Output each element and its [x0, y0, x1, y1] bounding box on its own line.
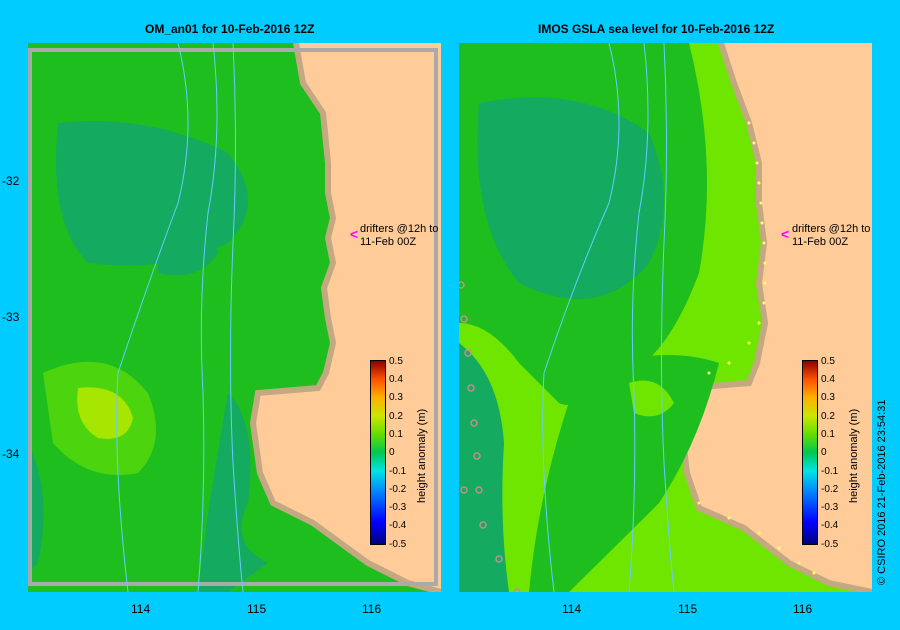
y-tick-label: -33 [2, 310, 20, 324]
colorbar-label: 0.4 [389, 374, 403, 385]
y-tick-label: -32 [2, 174, 20, 188]
x-tick-label: 115 [247, 602, 267, 616]
colorbar-label: -0.4 [389, 520, 407, 531]
x-tick-label: 116 [793, 602, 813, 616]
drifter-annotation-line1: drifters @12h to [360, 223, 439, 235]
colorbar [370, 360, 386, 545]
colorbar-label: 0.2 [821, 411, 835, 422]
credit-text: © CSIRO 2016 21-Feb-2016 23:54:31 [876, 399, 888, 585]
colorbar-label: -0.3 [389, 502, 407, 513]
colorbar-title: height anomaly (m) [416, 408, 428, 503]
drifter-arrow-icon: < [350, 226, 359, 242]
colorbar-label: 0.5 [821, 356, 835, 367]
colorbar-title: height anomaly (m) [848, 408, 860, 503]
x-tick-label: 116 [362, 602, 382, 616]
colorbar-label: -0.2 [821, 484, 839, 495]
left-map-panel [28, 43, 441, 592]
colorbar-label: 0 [389, 447, 395, 458]
x-tick-label: 114 [131, 602, 151, 616]
colorbar-label: -0.2 [389, 484, 407, 495]
colorbar-label: -0.5 [389, 539, 407, 550]
colorbar-label: -0.4 [821, 520, 839, 531]
right-map-panel [459, 43, 872, 592]
x-tick-label: 114 [562, 602, 582, 616]
drifter-annotation: drifters @12h to 11-Feb 00Z [792, 223, 870, 249]
drifter-annotation-line2: 11-Feb 00Z [360, 236, 417, 248]
colorbar-label: 0.4 [821, 374, 835, 385]
colorbar-label: 0.1 [821, 429, 835, 440]
colorbar-label: 0.5 [389, 356, 403, 367]
colorbar-label: 0.3 [389, 392, 403, 403]
colorbar [802, 360, 818, 545]
drifter-annotation-line1: drifters @12h to [792, 223, 871, 235]
colorbar-label: 0.2 [389, 411, 403, 422]
colorbar-label: 0.3 [821, 392, 835, 403]
drifter-annotation: drifters @12h to 11-Feb 00Z [360, 223, 438, 249]
colorbar-label: -0.3 [821, 502, 839, 513]
y-tick-label: -34 [2, 447, 20, 461]
left-panel-title: OM_an01 for 10-Feb-2016 12Z [145, 22, 315, 36]
right-panel-title: IMOS GSLA sea level for 10-Feb-2016 12Z [538, 22, 775, 36]
colorbar-label: 0.1 [389, 429, 403, 440]
colorbar-label: -0.1 [389, 466, 407, 477]
colorbar-label: 0 [821, 447, 827, 458]
x-tick-label: 115 [678, 602, 698, 616]
drifter-markers [459, 281, 521, 592]
drifter-annotation-line2: 11-Feb 00Z [792, 236, 849, 248]
drifter-arrow-icon: < [781, 226, 790, 242]
colorbar-label: -0.5 [821, 539, 839, 550]
colorbar-label: -0.1 [821, 466, 839, 477]
